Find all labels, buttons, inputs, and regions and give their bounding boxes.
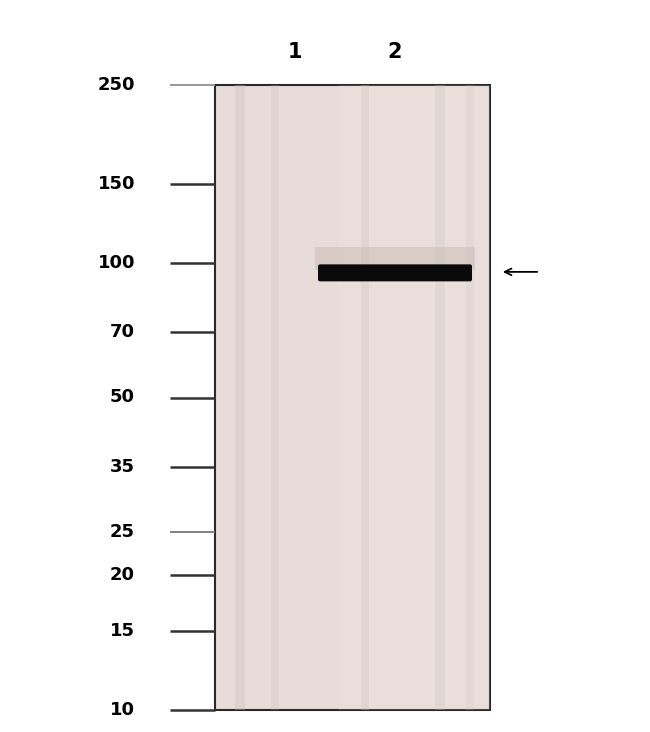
Text: 15: 15 — [110, 622, 135, 640]
Bar — [215, 85, 490, 710]
Bar — [466, 85, 474, 710]
Text: 10: 10 — [110, 701, 135, 719]
FancyBboxPatch shape — [318, 264, 472, 281]
Text: 150: 150 — [98, 175, 135, 193]
Bar — [339, 85, 490, 710]
Bar — [235, 85, 245, 710]
Text: 50: 50 — [110, 389, 135, 406]
Text: 70: 70 — [110, 323, 135, 341]
Bar — [315, 247, 475, 270]
Text: 2: 2 — [388, 42, 402, 62]
Text: 250: 250 — [98, 76, 135, 94]
Bar — [271, 85, 279, 710]
Text: 25: 25 — [110, 523, 135, 541]
Text: 100: 100 — [98, 254, 135, 272]
Bar — [435, 85, 445, 710]
Text: 1: 1 — [288, 42, 302, 62]
Bar — [361, 85, 369, 710]
Text: 35: 35 — [110, 458, 135, 476]
Text: 20: 20 — [110, 567, 135, 584]
